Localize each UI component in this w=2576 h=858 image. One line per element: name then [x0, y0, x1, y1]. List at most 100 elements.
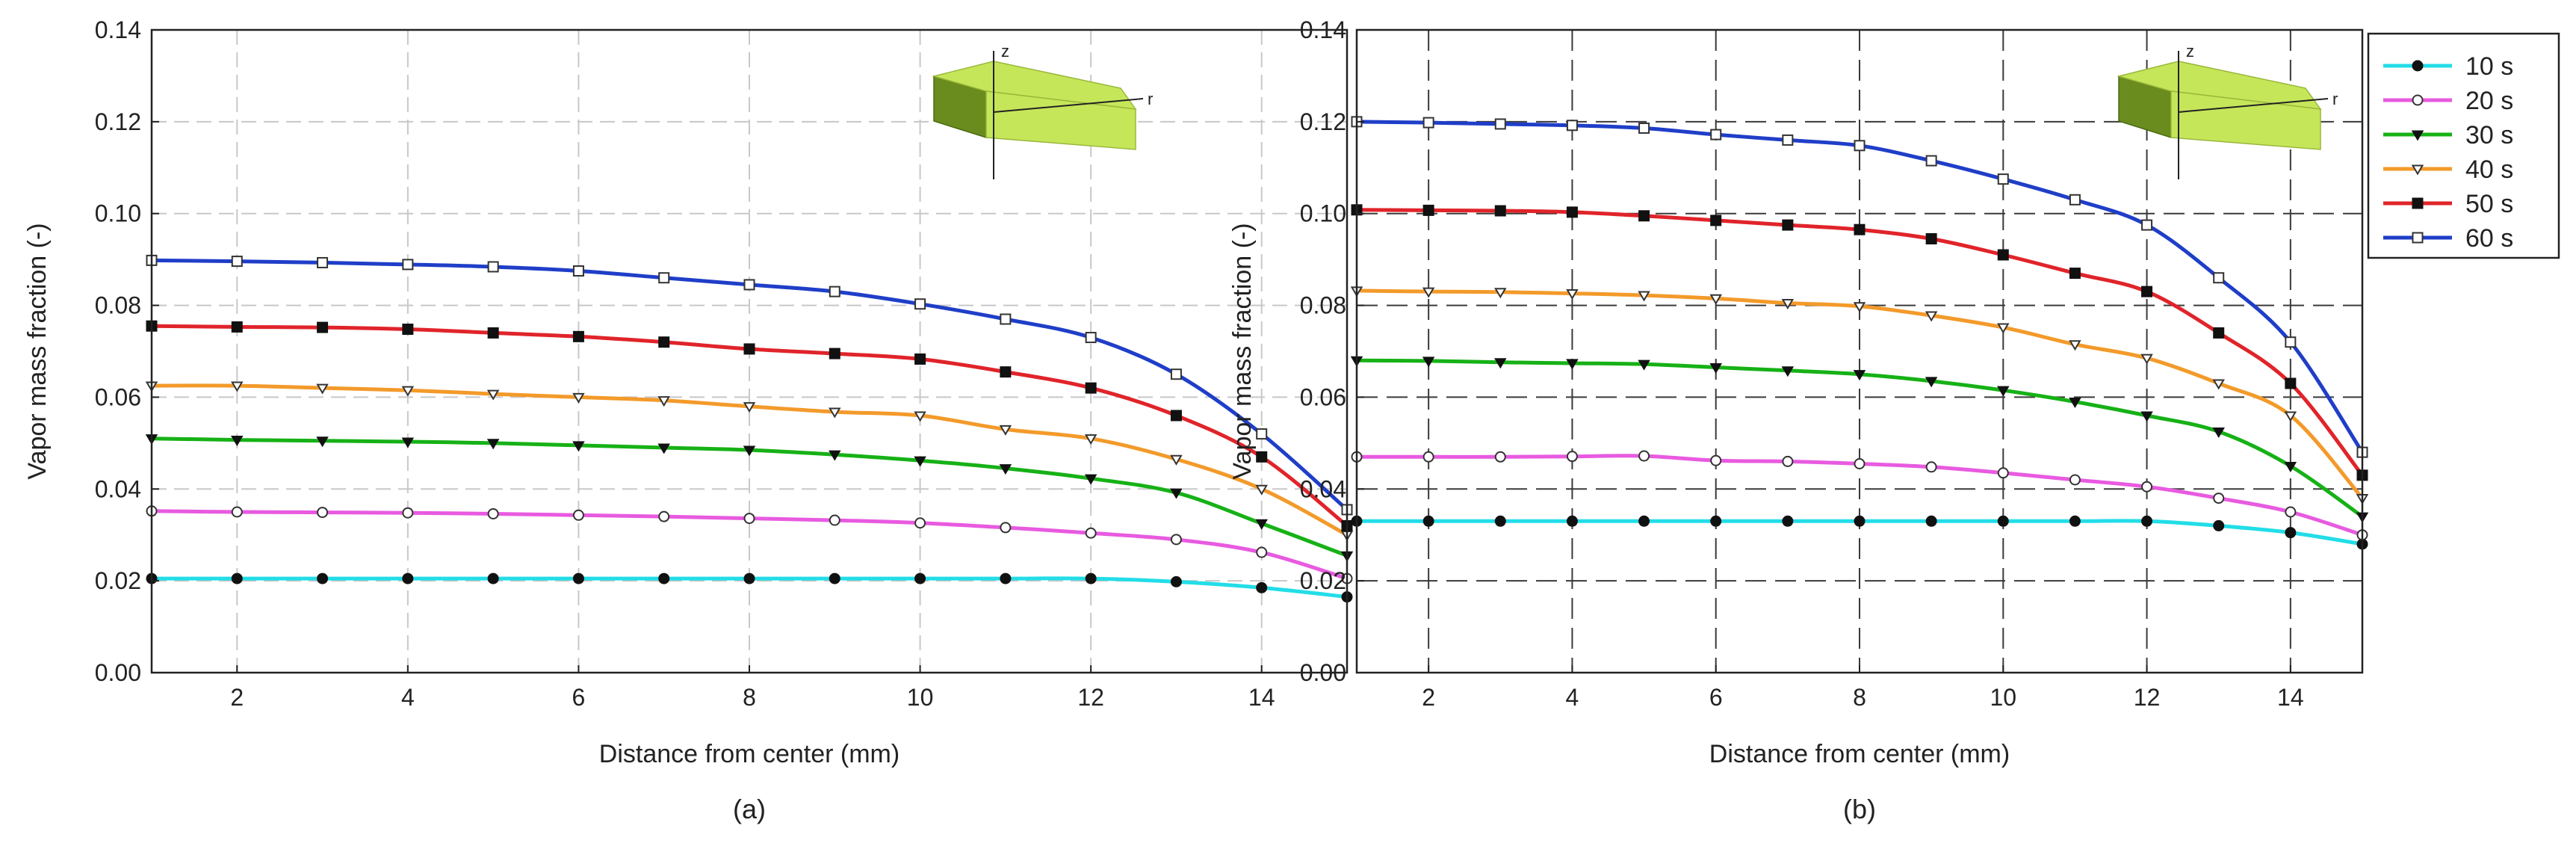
point-30s-x13-b [2212, 427, 2225, 438]
point-40s-x11-a [999, 425, 1012, 436]
y-tick-label-7-a: 0.14 [95, 16, 141, 43]
point-60s-x7-a [658, 272, 670, 284]
point-30s-x13-a [1170, 488, 1183, 499]
y-tick-label-6-b: 0.12 [1300, 108, 1346, 135]
point-40s-x4-a [401, 386, 415, 397]
legend-label-4: 50 s [2465, 190, 2513, 218]
legend-marker-2 [2411, 130, 2424, 141]
point-40s-x14-b [2284, 411, 2297, 422]
inset-r-axis-a [993, 98, 1144, 113]
point-50s-x9-b [1925, 233, 1937, 244]
series-group-b [1350, 116, 2369, 550]
point-20s-x4-b [1566, 451, 1578, 463]
point-40s-x12-a [1084, 434, 1097, 445]
point-20s-x12-a [1085, 527, 1097, 539]
point-20s-x2-a [231, 506, 243, 518]
y-tick-label-2-b: 0.04 [1300, 475, 1346, 502]
point-50s-x8-b [1854, 223, 1866, 235]
point-60s-x5-b [1638, 122, 1650, 134]
point-20s-x11-b [2069, 474, 2081, 486]
y-tick-label-5-a: 0.10 [95, 200, 141, 227]
legend-label-3: 40 s [2465, 155, 2513, 184]
legend-marker-4 [2412, 197, 2424, 209]
x-axis-label-b: Distance from center (mm) [1709, 740, 2010, 768]
point-30s-x10-a [914, 456, 926, 467]
point-10s-x12-b [2141, 515, 2153, 527]
point-40s-x4-b [1566, 289, 1579, 300]
point-60s-x6-b [1710, 129, 1722, 141]
point-10s-x13-a [1170, 575, 1182, 587]
point-60s-x4-b [1566, 120, 1578, 132]
point-10s-x14-b [2285, 527, 2297, 539]
point-20s-x7-b [1782, 455, 1794, 467]
point-50s-x2-a [231, 321, 243, 333]
point-20s-x14-a [1256, 546, 1268, 558]
point-60s-x7-b [1782, 134, 1794, 146]
point-50s-x12-b [2141, 286, 2153, 297]
point-40s-x10-a [914, 411, 926, 422]
point-10s-x8-b [1854, 515, 1866, 527]
point-10s-x10-a [914, 572, 926, 584]
point-40s-x9-b [1925, 311, 1938, 322]
inset-top-face-a [932, 61, 1137, 110]
point-50s-x14-a [1256, 451, 1268, 463]
point-60s-x3-a [317, 256, 329, 268]
point-20s-x8-b [1854, 458, 1866, 469]
point-60s-x4-a [402, 259, 414, 271]
point-30s-x10-b [1997, 386, 2010, 397]
point-60s-x13-b [2213, 272, 2225, 284]
point-10s-x4-a [402, 572, 414, 584]
point-40s-x7-a [657, 396, 670, 407]
point-40s-x6-a [572, 392, 585, 404]
x-tick-label-10-b: 10 [1990, 684, 2016, 711]
point-30s-x14-b [2284, 462, 2297, 473]
point-30s-x2-b [1422, 357, 1435, 368]
point-30s-x7-a [657, 443, 670, 454]
point-60s-x10-b [1997, 173, 2009, 185]
point-20s-x9-a [829, 514, 840, 526]
point-20s-x7-a [658, 510, 670, 522]
point-60s-x14-a [1256, 428, 1268, 440]
y-tick-label-5-b: 0.10 [1300, 200, 1346, 227]
point-60s-x11-a [1000, 313, 1012, 325]
y-tick-label-2-a: 0.04 [95, 475, 141, 502]
point-30s-x6-b [1709, 362, 1722, 374]
point-10s-x5-b [1638, 515, 1650, 527]
point-10s-x6-b [1710, 515, 1722, 527]
legend-label-5: 60 s [2465, 224, 2513, 253]
x-tick-label-12-a: 12 [1077, 684, 1104, 711]
point-30s-x8-a [743, 445, 756, 457]
point-50s-x13-a [1170, 410, 1182, 422]
point-50s-x7-b [1782, 219, 1794, 231]
legend-marker-0 [2412, 60, 2424, 72]
point-50s-x11-b [2069, 268, 2081, 280]
point-50s-x4-a [402, 324, 414, 336]
point-50s-x7-a [658, 336, 670, 348]
x-tick-label-8-a: 8 [743, 684, 756, 711]
axes-a: 2 4 6 8 10 12 14 0.00 0.02 0.04 0.06 0.08 0.10 0.12 0.… [95, 16, 1275, 711]
point-10s-x7-a [658, 572, 670, 584]
x-tick-label-6-b: 6 [1709, 684, 1723, 711]
point-40s-x3-b [1494, 288, 1507, 299]
point-20s-x10-a [914, 517, 926, 529]
point-50s-x6-a [572, 330, 584, 342]
point-50s-x3-a [317, 321, 329, 333]
legend: 10 s 20 s 30 s 40 s 50 s 60 s [2367, 32, 2560, 259]
legend-marker-5 [2412, 232, 2424, 244]
inset-z-label-b: z [2186, 42, 2194, 61]
point-60s-x2-a [231, 256, 243, 268]
point-50s-x13-b [2213, 327, 2225, 339]
point-50s-x10-b [1997, 249, 2009, 261]
point-40s-x12-b [2140, 354, 2153, 365]
point-20s-x11-a [1000, 522, 1012, 534]
point-50s-x6-b [1710, 214, 1722, 226]
geometry-inset-a: zr [932, 42, 1153, 179]
point-10s-x8-a [743, 572, 755, 584]
y-tick-label-0-a: 0.00 [95, 659, 141, 686]
point-10s-x3-a [317, 572, 329, 584]
y-tick-label-3-b: 0.06 [1300, 383, 1346, 410]
point-20s-x14-b [2285, 506, 2297, 518]
panel-label-a: (a) [733, 794, 766, 824]
point-20s-x3-a [317, 507, 329, 519]
x-tick-label-10-a: 10 [907, 684, 934, 711]
